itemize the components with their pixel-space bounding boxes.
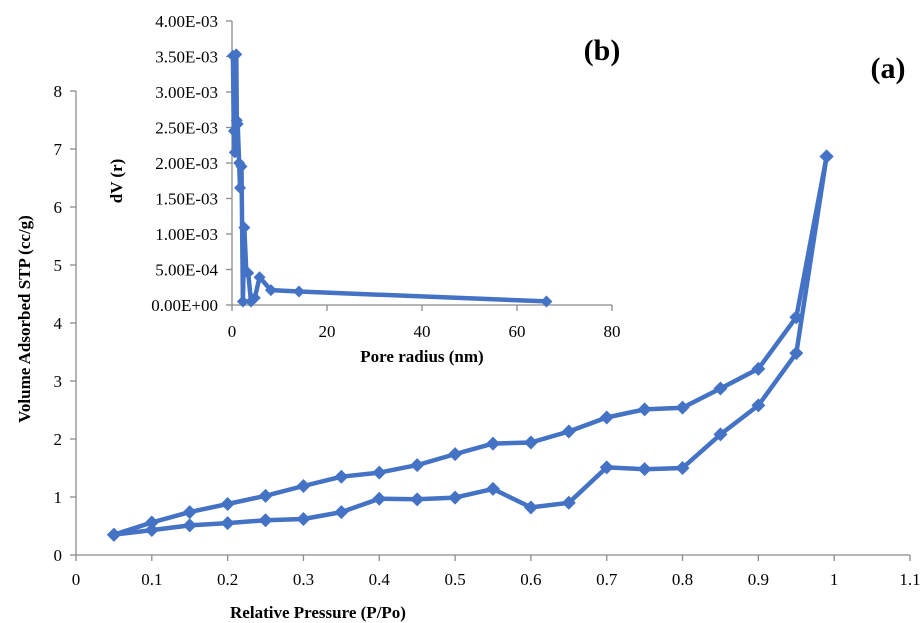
main-series-2-point xyxy=(523,435,538,450)
main-x-tick-label: 0.9 xyxy=(748,570,769,589)
inset-series-1-point xyxy=(248,291,261,304)
main-series-1-point xyxy=(561,495,576,510)
main-x-axis-title: Relative Pressure (P/Po) xyxy=(230,603,406,622)
main-series-2-point xyxy=(296,478,311,493)
inset-series-1-point xyxy=(540,295,553,308)
inset-y-tick-label: 2.00E-03 xyxy=(155,154,218,173)
main-x-tick-label: 1 xyxy=(830,570,839,589)
main-series-1-point xyxy=(599,460,614,475)
inset-series-1-point xyxy=(292,285,305,298)
main-series-1-point xyxy=(675,461,690,475)
main-series-1-point xyxy=(410,492,425,507)
main-series-2-point xyxy=(410,458,425,473)
inset-series-1-point xyxy=(253,271,266,284)
inset-panel-label: (b) xyxy=(584,34,621,67)
inset-x-tick-label: 20 xyxy=(319,322,336,341)
inset-series-1-point xyxy=(234,181,247,194)
main-series-1-point xyxy=(334,505,349,520)
main-series-2-point xyxy=(675,400,690,415)
main-series-2-point xyxy=(372,465,387,480)
main-series-2-point xyxy=(448,447,463,462)
main-x-tick-label: 0.7 xyxy=(596,570,618,589)
inset-x-tick-label: 40 xyxy=(414,322,431,341)
main-y-tick-label: 3 xyxy=(54,372,63,391)
main-x-tick-label: 0 xyxy=(72,570,81,589)
main-series-1-point xyxy=(448,490,463,505)
main-series-2-point xyxy=(486,436,500,451)
inset-series-1-point xyxy=(236,295,249,308)
main-series-2-line xyxy=(111,154,829,537)
main-x-tick-label: 0.4 xyxy=(369,570,391,589)
main-y-tick-label: 7 xyxy=(54,140,63,159)
inset-x-tick-label: 0 xyxy=(228,322,237,341)
inset-y-tick-label: 5.00E-04 xyxy=(155,261,218,280)
main-series-2-point xyxy=(144,515,159,530)
main-series-1-point xyxy=(372,491,387,506)
main-x-tick-label: 0.3 xyxy=(293,570,314,589)
main-series-2-point xyxy=(334,469,349,484)
inset-y-tick-label: 0.00E+00 xyxy=(151,296,218,315)
inset-series-1-point xyxy=(228,146,241,159)
main-y-tick-label: 4 xyxy=(54,314,63,333)
main-series-2-point xyxy=(599,410,614,425)
main-x-tick-label: 0.6 xyxy=(520,570,541,589)
main-x-tick-label: 0.1 xyxy=(141,570,162,589)
main-series-1-line xyxy=(111,154,829,537)
inset-y-tick-label: 3.50E-03 xyxy=(155,48,218,67)
main-series-1-point xyxy=(258,513,273,528)
main-plot-area: 0 0.1 0.2 0.3 0.4 0.5 0.6 0.7 0.8 0.9 1 1.1 0 1 2 3 4 5 6 7… xyxy=(54,82,921,589)
main-series-1-point xyxy=(486,481,500,496)
main-y-tick-label: 1 xyxy=(54,488,63,507)
inset-x-tick-label: 80 xyxy=(604,322,621,341)
main-y-axis-title: Volume Adsorbed STP (cc/g) xyxy=(15,215,34,423)
inset-y-tick-label: 3.00E-03 xyxy=(155,83,218,102)
inset-series-1-point xyxy=(230,48,243,61)
inset-x-axis-title: Pore radius (nm) xyxy=(360,347,483,366)
main-series-1-point xyxy=(296,512,311,527)
inset-series-1-point xyxy=(238,221,251,234)
inset-series-1-point xyxy=(235,160,248,173)
main-series-1-point xyxy=(144,523,159,538)
inset-series-1-point xyxy=(231,117,244,130)
inset-x-tick-label: 60 xyxy=(509,322,526,341)
main-series-2-point xyxy=(751,361,766,376)
inset-y-axis-title: dV (r) xyxy=(107,159,126,204)
inset-y-tick-label: 4.00E-03 xyxy=(155,12,218,31)
main-series-1-point xyxy=(789,346,804,361)
main-series-2-point xyxy=(106,527,121,542)
inset-plot-area: 0 20 40 60 80 0.00E+00 5.00E-04 1.00E-03 1.50E-0… xyxy=(151,12,620,341)
main-series-2-point xyxy=(789,310,804,325)
main-series-1-point xyxy=(220,516,235,531)
main-y-tick-label: 5 xyxy=(54,256,63,275)
main-y-tick-label: 0 xyxy=(54,546,63,565)
inset-y-tick-label: 1.50E-03 xyxy=(155,190,218,209)
main-y-tick-label: 2 xyxy=(54,430,63,449)
main-series-2-point xyxy=(561,424,576,439)
inset-y-tick-label: 2.50E-03 xyxy=(155,119,218,138)
main-series-2-point xyxy=(220,496,235,511)
inset-series-1-point xyxy=(264,284,277,297)
main-x-tick-label: 0.5 xyxy=(444,570,465,589)
main-series-2-point xyxy=(713,381,728,396)
main-series-2-point xyxy=(182,505,197,520)
main-series-1-point xyxy=(713,427,728,442)
main-y-tick-label: 6 xyxy=(54,198,63,217)
inset-y-tick-label: 1.00E-03 xyxy=(155,225,218,244)
main-series-2-point xyxy=(258,488,273,503)
main-panel-label: (a) xyxy=(871,52,906,85)
main-y-tick-label: 8 xyxy=(54,82,63,101)
main-series-1-point xyxy=(523,500,538,515)
main-x-tick-label: 0.2 xyxy=(217,570,238,589)
main-series-1-point xyxy=(751,398,766,413)
main-series-1-point xyxy=(637,462,652,477)
main-x-tick-label: 0.8 xyxy=(672,570,693,589)
main-series-1-point xyxy=(182,518,197,533)
main-series-2-point xyxy=(637,402,652,417)
inset-series-1-point xyxy=(242,267,255,280)
main-x-tick-label: 1.1 xyxy=(899,570,920,589)
inset-series-1-line xyxy=(230,52,549,304)
main-series-2-point xyxy=(819,149,834,164)
